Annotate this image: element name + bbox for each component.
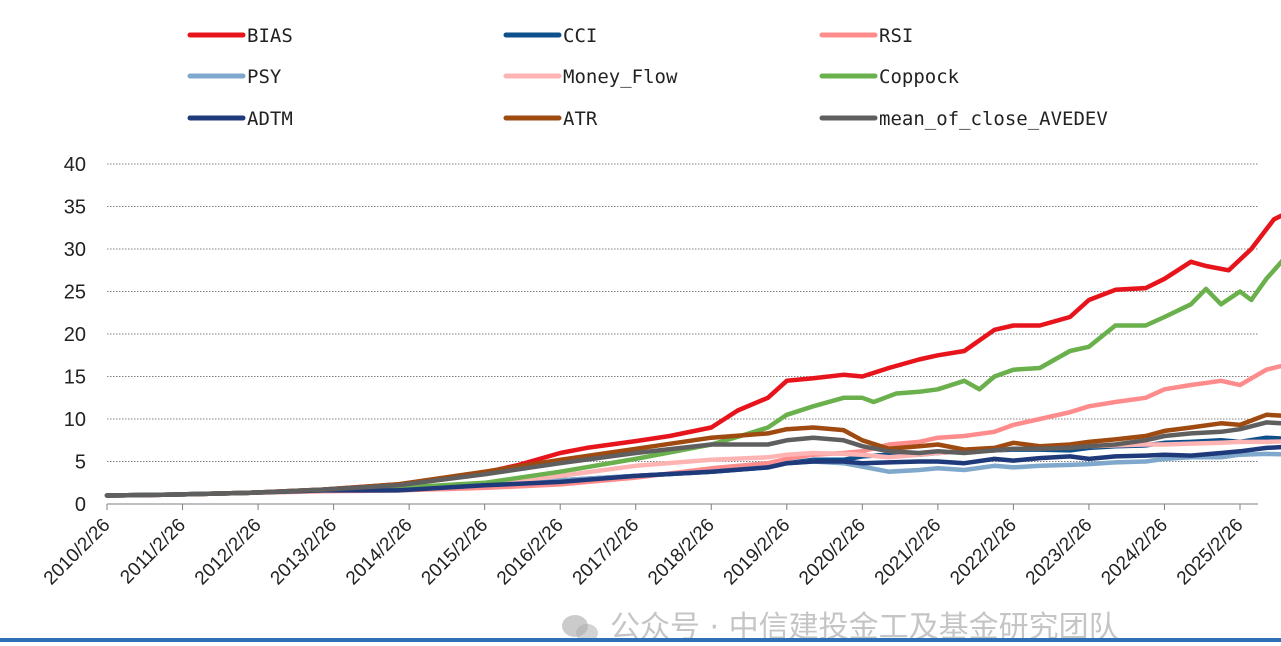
y-tick-label: 25 (64, 282, 86, 304)
legend-label: mean_of_close_AVEDEV (879, 108, 1108, 130)
x-tick-label: 2021/2/26 (871, 515, 946, 590)
y-tick-label: 15 (64, 367, 86, 389)
x-tick-label: 2018/2/26 (644, 515, 719, 590)
y-axis-ticks: 0 5 10 15 20 25 30 35 40 (64, 154, 86, 516)
y-tick-label: 30 (64, 239, 86, 261)
series-lines (104, 213, 1281, 498)
x-tick-label: 2015/2/26 (418, 515, 493, 590)
x-axis: 2010/2/26 2011/2/26 2012/2/26 2013/2/26 2014… (40, 503, 1258, 590)
legend-label: Coppock (879, 66, 960, 88)
x-tick-label: 2011/2/26 (116, 515, 190, 589)
y-tick-label: 0 (75, 494, 86, 516)
legend-label: Money_Flow (563, 66, 678, 88)
series-line-adtm (104, 444, 1281, 498)
legend-label: PSY (247, 66, 282, 88)
wechat-icon (562, 614, 598, 642)
series-line-atr (104, 412, 1281, 498)
x-tick-label: 2023/2/26 (1022, 515, 1097, 590)
series-line-mean-of-close-avedev (104, 420, 1281, 498)
legend-label: ADTM (247, 108, 293, 130)
y-tick-label: 10 (64, 409, 86, 431)
bottom-border (0, 638, 1281, 642)
legend-label: CCI (563, 25, 597, 47)
series-line-bias (104, 213, 1281, 498)
x-tick-label: 2010/2/26 (40, 515, 115, 590)
y-gridlines (107, 163, 1258, 462)
x-tick-label: 2016/2/26 (493, 515, 568, 590)
x-tick-label: 2019/2/26 (720, 515, 795, 590)
legend-label: ATR (563, 108, 598, 130)
series-line-coppock (104, 258, 1281, 498)
y-tick-label: 5 (75, 452, 86, 474)
x-tick-label: 2025/2/26 (1173, 515, 1248, 590)
x-tick-label: 2013/2/26 (267, 515, 342, 590)
x-tick-label: 2017/2/26 (569, 515, 644, 590)
series-line-rsi (104, 363, 1281, 498)
x-tick-label: 2024/2/26 (1097, 515, 1172, 590)
y-tick-label: 20 (64, 324, 86, 346)
x-tick-label: 2012/2/26 (191, 515, 266, 590)
x-tick-label: 2020/2/26 (795, 515, 870, 590)
y-tick-label: 40 (64, 154, 86, 176)
y-tick-label: 35 (64, 197, 86, 219)
x-tick-label: 2014/2/26 (342, 515, 417, 590)
legend-label: RSI (879, 25, 913, 47)
x-tick-label: 2022/2/26 (946, 515, 1021, 590)
legend-label: BIAS (247, 25, 293, 47)
legend: BIAS CCI RSI PSY Money_Flow Coppock ADTM ATR mea… (187, 25, 1108, 130)
